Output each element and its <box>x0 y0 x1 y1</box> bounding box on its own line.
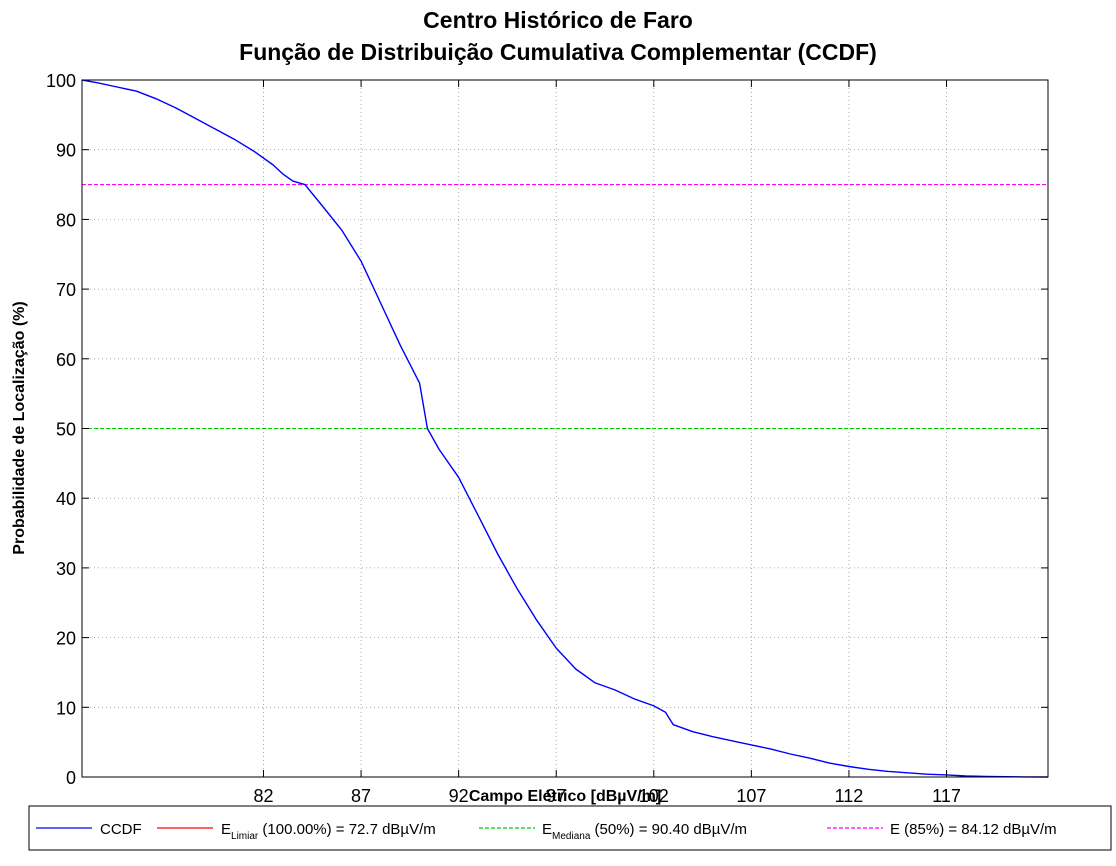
y-tick-label: 30 <box>56 559 76 579</box>
series-line-0 <box>81 79 1049 778</box>
legend-label-3: E (85%) = 84.12 dBµV/m <box>890 821 1057 838</box>
y-tick-label: 20 <box>56 629 76 649</box>
y-tick-label: 60 <box>56 350 76 370</box>
legend-label-main: E <box>221 821 231 838</box>
chart-subtitle: Função de Distribuição Cumulativa Comple… <box>239 39 877 65</box>
legend-label-0: CCDF <box>100 821 142 838</box>
legend-label-suffix: (85%) = 84.12 dBµV/m <box>900 821 1057 838</box>
legend-label-suffix: (50%) = 90.40 dBµV/m <box>590 821 747 838</box>
legend-label-main: E <box>542 821 552 838</box>
axis-ticks: 82 87 92 97 102 107 112 117 0 10 20 30 40 50 60 70 80 90 1… <box>46 71 1048 806</box>
legend-label-1: ELimiar (100.00%) = 72.7 dBµV/m <box>221 821 436 842</box>
chart-title: Centro Histórico de Faro <box>423 7 693 33</box>
legend-label-subscript: Mediana <box>552 831 591 842</box>
legend: CCDF ELimiar (100.00%) = 72.7 dBµV/m EMedi… <box>36 821 1057 842</box>
legend-label-main: E <box>890 821 900 838</box>
y-tick-label: 0 <box>66 768 76 788</box>
y-axis-label: Probabilidade de Localização (%) <box>11 301 28 554</box>
legend-label-suffix: (100.00%) = 72.7 dBµV/m <box>258 821 436 838</box>
x-tick-label: 82 <box>253 786 273 806</box>
legend-label-subscript: Limiar <box>231 831 259 842</box>
y-tick-label: 50 <box>56 420 76 440</box>
y-tick-label: 70 <box>56 280 76 300</box>
legend-label-2: EMediana (50%) = 90.40 dBµV/m <box>542 821 747 842</box>
x-tick-label: 102 <box>639 786 669 806</box>
x-tick-label: 107 <box>736 786 766 806</box>
x-tick-label: 117 <box>932 786 961 806</box>
y-tick-label: 80 <box>56 210 76 230</box>
x-tick-label: 112 <box>835 786 864 806</box>
y-tick-label: 40 <box>56 489 76 509</box>
x-tick-label: 92 <box>449 786 469 806</box>
x-axis-label: Campo Elétrico [dBµV/m] <box>469 788 661 805</box>
y-tick-label: 10 <box>56 698 76 718</box>
x-tick-label: 97 <box>546 786 566 806</box>
y-tick-label: 90 <box>56 141 76 161</box>
y-tick-label: 100 <box>46 71 76 91</box>
legend-label-main: CCDF <box>100 821 142 838</box>
x-tick-label: 87 <box>351 786 371 806</box>
